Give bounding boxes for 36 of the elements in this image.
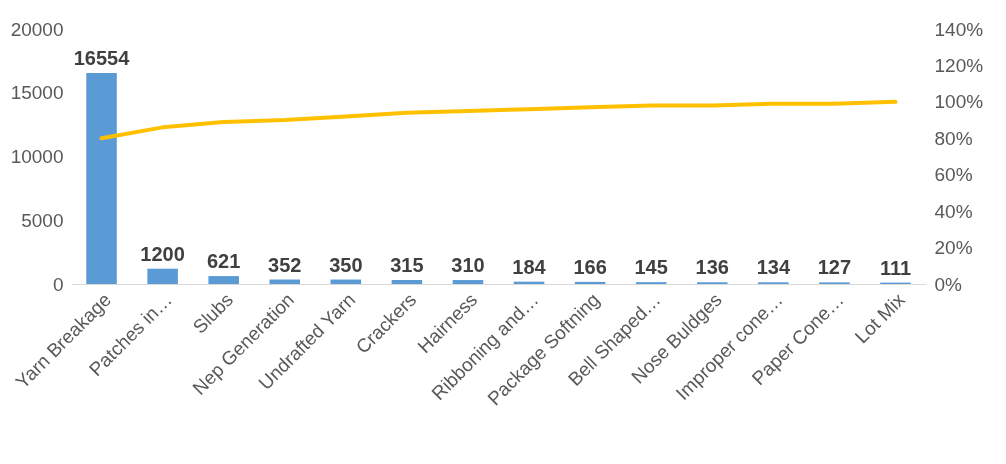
bar	[452, 280, 484, 284]
bar	[391, 279, 423, 284]
y2-tick-label: 120%	[934, 54, 984, 76]
bar	[147, 268, 178, 284]
y-tick-label: 10000	[10, 146, 64, 167]
bar	[574, 281, 606, 284]
bar	[86, 72, 117, 284]
y2-tick-label: 140%	[934, 18, 984, 40]
data-label: 111	[879, 256, 912, 279]
y2-tick-label: 40%	[934, 200, 973, 222]
data-label: 184	[512, 255, 547, 278]
data-label: 315	[390, 253, 424, 276]
data-label: 136	[695, 256, 729, 279]
data-label: 166	[573, 255, 607, 278]
data-label: 127	[817, 256, 852, 279]
x-tick-label: Lot Mix	[850, 288, 910, 348]
y2-tick-label: 100%	[934, 91, 984, 113]
data-label: 352	[268, 253, 302, 276]
y-tick-label: 5000	[21, 209, 64, 231]
bar	[208, 276, 239, 284]
y-tick-label: 0	[52, 273, 64, 295]
data-label: 16554	[73, 46, 131, 69]
y2-tick-label: 20%	[934, 237, 973, 259]
data-label: 134	[756, 256, 791, 279]
y2-tick-label: 80%	[934, 127, 973, 149]
line-series	[99, 99, 898, 141]
data-label: 1200	[140, 242, 185, 265]
y2-tick-label: 60%	[934, 164, 973, 186]
data-label: 310	[451, 254, 485, 277]
y2-tick-label: 0%	[934, 273, 963, 295]
data-label: 145	[634, 256, 668, 279]
y-tick-label: 20000	[10, 18, 64, 40]
y-tick-label: 15000	[10, 82, 64, 104]
data-label: 621	[206, 250, 241, 273]
data-label: 350	[329, 253, 363, 276]
bar	[269, 279, 301, 284]
